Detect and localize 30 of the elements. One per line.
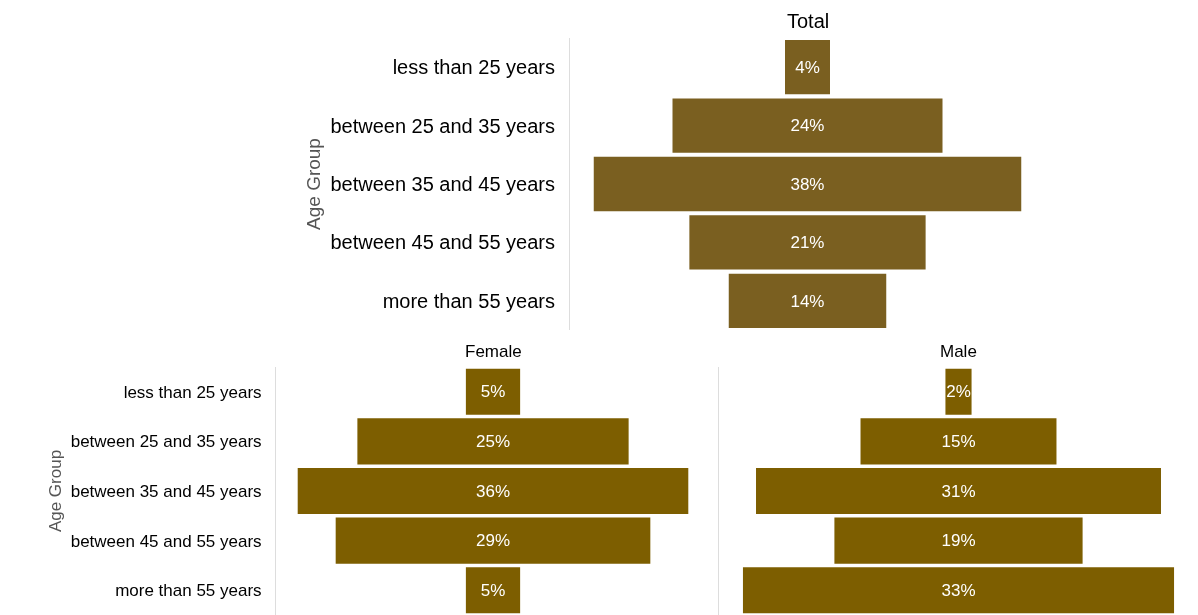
data-label: 25% <box>475 431 511 451</box>
category-label: more than 55 years <box>382 289 555 312</box>
category-label: less than 25 years <box>123 382 262 402</box>
category-label: between 25 and 35 years <box>70 432 262 452</box>
text: Age Group <box>303 138 325 230</box>
data-label: 2% <box>946 382 971 402</box>
data-label: 4% <box>795 58 820 78</box>
text: Age Group <box>46 449 66 533</box>
category-label: between 45 and 55 years <box>70 531 262 551</box>
data-label: 5% <box>480 382 506 402</box>
category-label: between 35 and 45 years <box>70 481 262 501</box>
data-label: 36% <box>475 481 511 501</box>
category-label: between 25 and 35 years <box>330 114 555 137</box>
data-label: 31% <box>941 481 976 501</box>
data-label: 24% <box>790 116 825 136</box>
data-label: 5% <box>480 580 506 600</box>
data-label: 33% <box>941 580 976 600</box>
category-label: more than 55 years <box>115 581 262 601</box>
data-label: 19% <box>941 531 976 551</box>
category-label: less than 25 years <box>392 56 555 79</box>
data-label: 29% <box>475 531 511 551</box>
data-label: 38% <box>790 174 825 194</box>
text: Male <box>940 342 977 361</box>
data-label: 15% <box>941 431 976 451</box>
data-label: 21% <box>790 233 825 253</box>
category-label: between 35 and 45 years <box>330 173 555 195</box>
text: Total <box>787 10 830 32</box>
category-label: between 45 and 55 years <box>330 231 555 254</box>
data-label: 14% <box>790 291 825 311</box>
text: Female <box>465 342 522 361</box>
